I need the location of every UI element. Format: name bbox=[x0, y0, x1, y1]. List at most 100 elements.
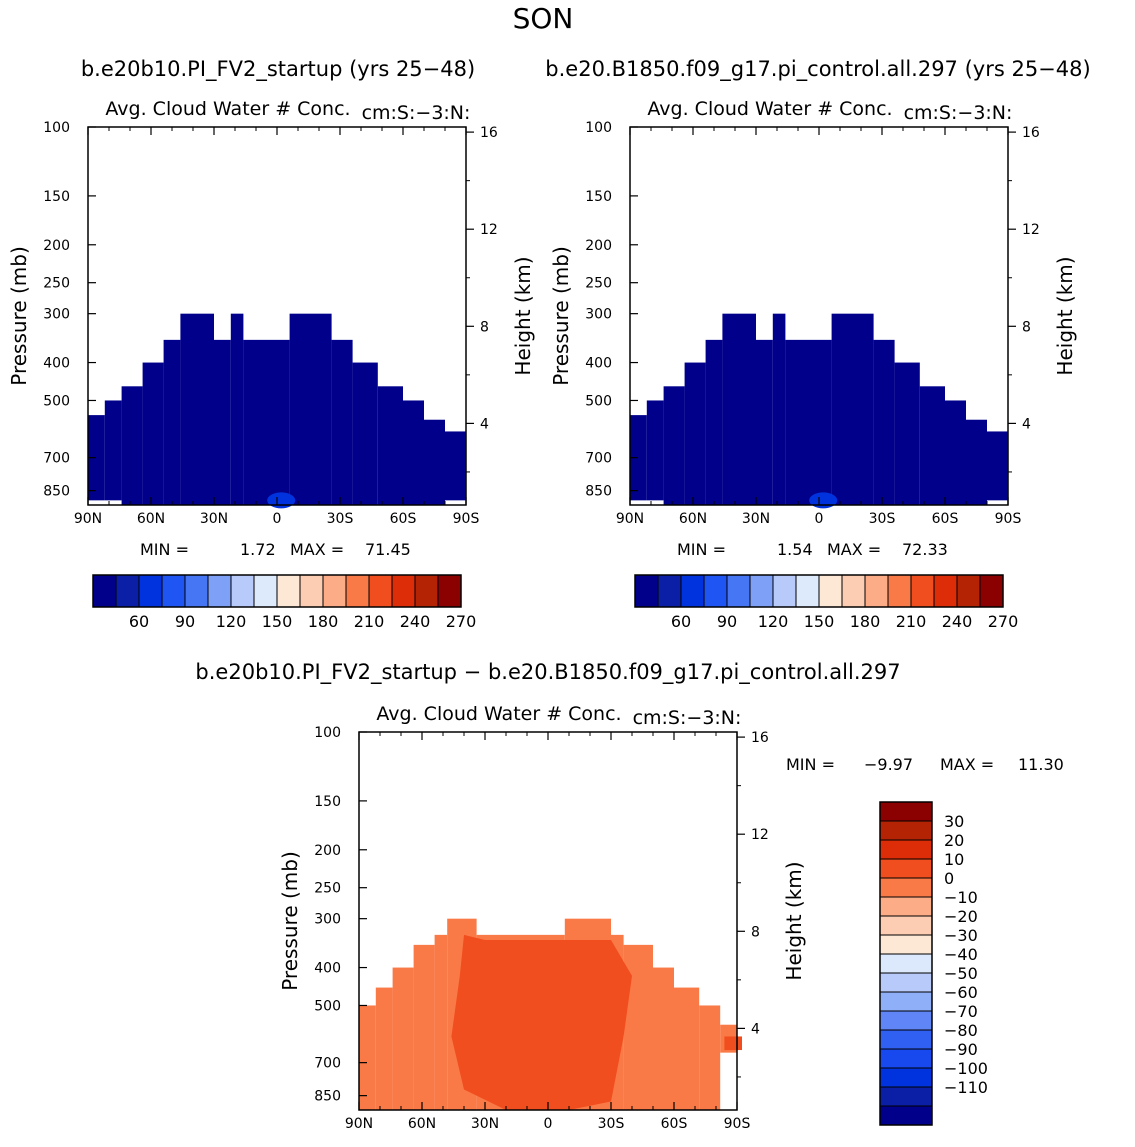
diff-colorbar-box-13 bbox=[879, 1048, 933, 1069]
y-tick-label: 400 bbox=[585, 356, 612, 372]
y-tick-label: 300 bbox=[43, 307, 70, 323]
km-tick-label: 16 bbox=[751, 730, 769, 746]
field-segment-11 bbox=[331, 339, 353, 505]
colorbar-label: 270 bbox=[988, 612, 1019, 631]
km-tick-label: 8 bbox=[480, 319, 489, 335]
max-value: 71.45 bbox=[365, 540, 411, 559]
y-tick-label: 400 bbox=[43, 356, 70, 372]
diff-colorbar-label: −70 bbox=[944, 1002, 978, 1021]
diff-colorbar-box-6 bbox=[879, 915, 933, 936]
field-segment-2 bbox=[392, 967, 414, 1110]
km-tick-label: 4 bbox=[480, 416, 489, 432]
x-tick-label: 0 bbox=[273, 511, 282, 527]
min-label: MIN = bbox=[677, 540, 726, 559]
x-tick-label: 30S bbox=[598, 1116, 625, 1132]
colorbar-box-1 bbox=[657, 574, 682, 608]
km-tick-label: 16 bbox=[480, 125, 498, 141]
colorbar-box-8 bbox=[276, 574, 301, 608]
colorbar-label: 120 bbox=[758, 612, 789, 631]
colorbar-box-7 bbox=[795, 574, 820, 608]
x-tick-label: 90S bbox=[995, 511, 1022, 527]
colorbar-box-0 bbox=[92, 574, 117, 608]
diff-colorbar-label: −100 bbox=[944, 1059, 988, 1078]
diff-colorbar-box-16 bbox=[879, 1105, 933, 1126]
diff-colorbar-box-8 bbox=[879, 953, 933, 974]
x-tick-label: 60S bbox=[932, 511, 959, 527]
y-tick-label: 200 bbox=[585, 238, 612, 254]
colorbar-label: 180 bbox=[850, 612, 881, 631]
y-tick-label: 150 bbox=[585, 189, 612, 205]
diff-colorbar-box-10 bbox=[879, 991, 933, 1012]
diff-colorbar-label: 10 bbox=[944, 850, 964, 869]
field-segment-7 bbox=[230, 313, 244, 505]
field-segment-3 bbox=[684, 362, 706, 505]
y-tick-label: 850 bbox=[43, 484, 70, 500]
field-segment-14 bbox=[945, 400, 966, 505]
colorbar-label: 60 bbox=[671, 612, 691, 631]
colorbar-frame bbox=[634, 574, 1004, 608]
y-tick-label: 250 bbox=[585, 276, 612, 292]
colorbar-label: 210 bbox=[896, 612, 927, 631]
field-segment-11 bbox=[653, 967, 674, 1110]
field-segment-1 bbox=[646, 400, 664, 501]
colorbar-box-6 bbox=[230, 574, 255, 608]
x-tick-label: 90S bbox=[724, 1116, 751, 1132]
diff-colorbar-box-3 bbox=[879, 858, 933, 879]
field-segment-12 bbox=[352, 362, 378, 505]
colorbar-box-12 bbox=[368, 574, 393, 608]
field-segment-13 bbox=[377, 386, 403, 505]
colorbar-box-3 bbox=[161, 574, 186, 608]
panel-title: Avg. Cloud Water # Conc. bbox=[376, 703, 621, 725]
diff-colorbar-box-12 bbox=[879, 1029, 933, 1050]
panel-units: cm:S:−3:N: bbox=[362, 102, 471, 124]
diff-colorbar-label: −40 bbox=[944, 945, 978, 964]
colorbar-label: 90 bbox=[717, 612, 737, 631]
y-tick-label: 100 bbox=[43, 120, 70, 136]
y-tick-label: 850 bbox=[585, 484, 612, 500]
colorbar-box-11 bbox=[887, 574, 912, 608]
right-case-title: b.e20.B1850.f09_g17.pi_control.all.297 (… bbox=[545, 57, 1090, 82]
diff-colorbar-label: 0 bbox=[944, 869, 954, 888]
y-tick-label: 400 bbox=[314, 961, 341, 977]
diff-colorbar-frame bbox=[879, 801, 933, 1126]
field-segment-2 bbox=[663, 386, 685, 505]
field-edge-spot bbox=[724, 1036, 742, 1051]
colorbar-box-5 bbox=[207, 574, 232, 608]
left-panel: 90N 60N 30N 0 30S 60S 90S 100 150 200 250 300 400 500… bbox=[7, 98, 535, 631]
colorbar-box-6 bbox=[772, 574, 797, 608]
diff-colorbar-label: −80 bbox=[944, 1021, 978, 1040]
field-segment-1 bbox=[375, 987, 393, 1110]
colorbar-box-8 bbox=[818, 574, 843, 608]
y-tick-label: 500 bbox=[314, 998, 341, 1014]
min-value: 1.72 bbox=[240, 540, 276, 559]
field-segment-13 bbox=[919, 386, 945, 505]
colorbar-label: 240 bbox=[400, 612, 431, 631]
colorbar-label: 240 bbox=[942, 612, 973, 631]
max-value: 72.33 bbox=[902, 540, 948, 559]
diff-colorbar-box-1 bbox=[879, 820, 933, 841]
y-axis-right-label: Height (km) bbox=[1053, 256, 1077, 375]
field-segment-10 bbox=[289, 313, 332, 505]
x-tick-label: 0 bbox=[815, 511, 824, 527]
colorbar-label: 270 bbox=[446, 612, 477, 631]
colorbar-box-2 bbox=[680, 574, 705, 608]
field-segment-8 bbox=[243, 339, 256, 505]
colorbar-box-4 bbox=[726, 574, 751, 608]
colorbar-label: 150 bbox=[804, 612, 835, 631]
field-segment-16 bbox=[445, 431, 466, 501]
field-segment-5 bbox=[180, 313, 214, 505]
y-tick-label: 700 bbox=[314, 1056, 341, 1072]
colorbar-box-3 bbox=[703, 574, 728, 608]
diff-colorbar-label: −50 bbox=[944, 964, 978, 983]
field-segment-14 bbox=[403, 400, 424, 505]
field-feature bbox=[267, 492, 296, 509]
y-tick-label: 300 bbox=[585, 307, 612, 323]
panel-units: cm:S:−3:N: bbox=[904, 102, 1013, 124]
diff-colorbar-box-0 bbox=[879, 801, 933, 822]
colorbar-box-11 bbox=[345, 574, 370, 608]
min-label: MIN = bbox=[786, 755, 835, 774]
y-tick-label: 500 bbox=[585, 393, 612, 409]
colorbar-box-14 bbox=[956, 574, 981, 608]
x-tick-label: 60N bbox=[137, 511, 165, 527]
km-tick-label: 12 bbox=[751, 827, 769, 843]
